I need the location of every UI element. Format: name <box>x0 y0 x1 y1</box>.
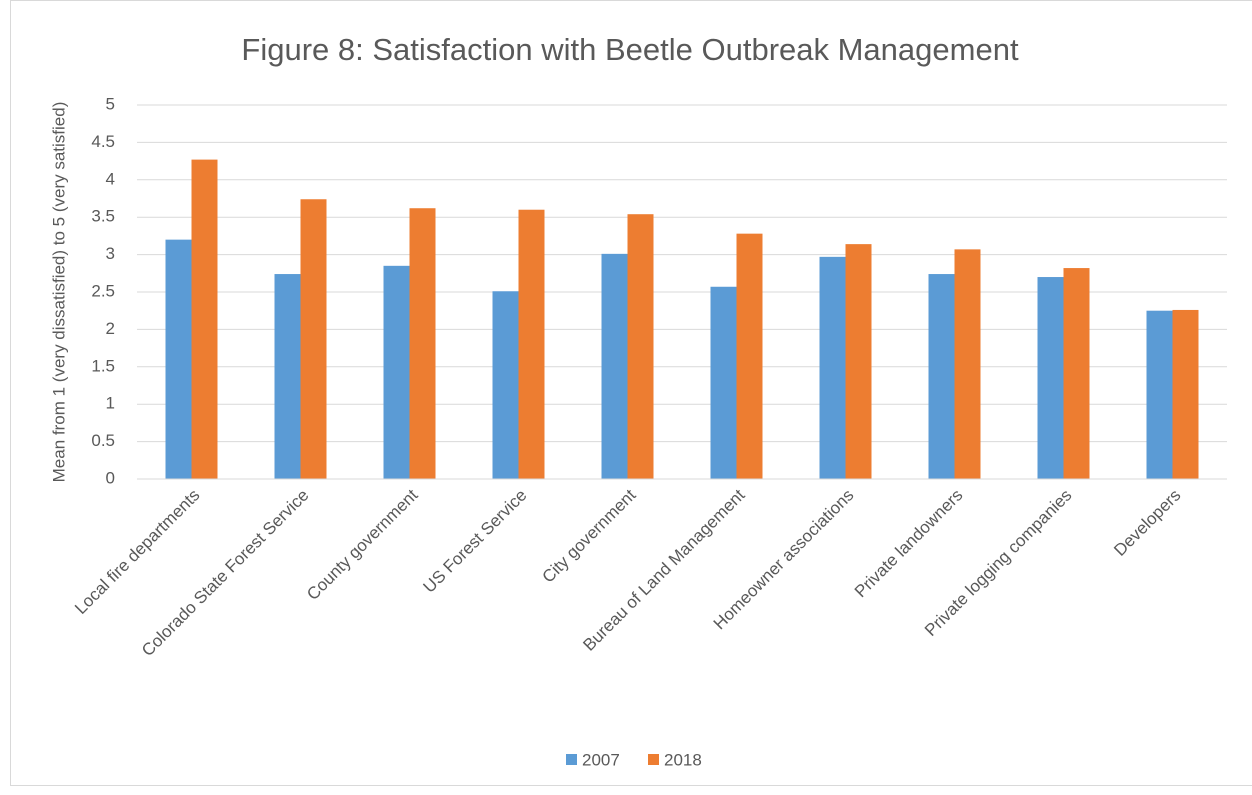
bar <box>300 199 327 480</box>
legend-label: 2007 <box>582 750 620 769</box>
bar <box>928 274 955 479</box>
bar <box>845 244 872 479</box>
bar <box>274 274 301 479</box>
bar <box>627 214 654 479</box>
chart-title: Figure 8: Satisfaction with Beetle Outbr… <box>241 32 1019 67</box>
y-tick-label: 3.5 <box>91 207 115 226</box>
bar <box>1146 310 1173 479</box>
bar <box>601 253 628 479</box>
bar <box>819 256 846 479</box>
y-tick-label: 3 <box>106 244 115 263</box>
bar <box>383 265 410 479</box>
y-tick-label: 4 <box>106 169 115 188</box>
bar <box>710 286 737 479</box>
bar <box>736 233 763 479</box>
bar <box>954 249 981 479</box>
bar <box>165 239 192 479</box>
bar <box>409 208 436 479</box>
bar <box>492 291 519 479</box>
y-tick-label: 2 <box>106 319 115 338</box>
bar <box>1037 277 1064 479</box>
y-tick-label: 5 <box>106 94 115 113</box>
y-tick-label: 0.5 <box>91 431 115 450</box>
legend-swatch <box>648 754 659 765</box>
bar <box>1172 309 1199 479</box>
legend-swatch <box>566 754 577 765</box>
bar <box>1063 268 1090 479</box>
y-tick-label: 2.5 <box>91 281 115 300</box>
y-tick-label: 0 <box>106 468 115 487</box>
bar <box>191 159 218 479</box>
y-tick-label: 1.5 <box>91 356 115 375</box>
y-tick-label: 1 <box>106 394 115 413</box>
bar <box>518 209 545 479</box>
y-tick-label: 4.5 <box>91 132 115 151</box>
legend-label: 2018 <box>664 750 702 769</box>
y-axis-label: Mean from 1 (very dissatisfied) to 5 (ve… <box>49 102 68 483</box>
